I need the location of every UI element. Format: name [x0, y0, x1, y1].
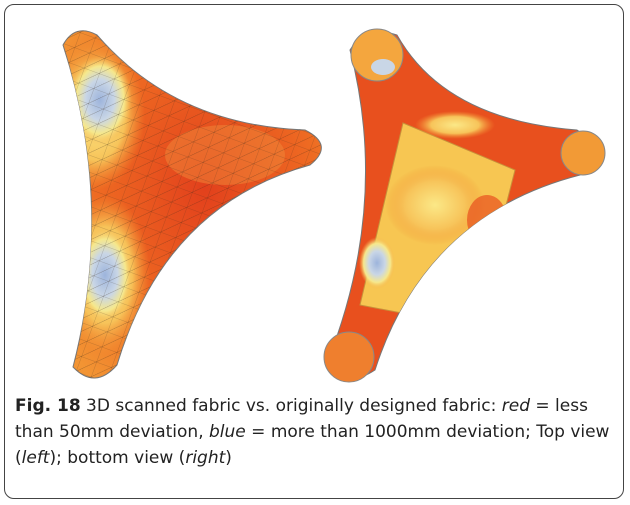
- top-view: [5, 5, 335, 390]
- figure: Fig. 18 3D scanned fabric vs. originally…: [4, 4, 624, 499]
- figure-images: [5, 5, 624, 390]
- caption-text: red: [502, 396, 530, 416]
- caption-text: ): [225, 448, 232, 468]
- bottom-view: [324, 29, 605, 382]
- caption: Fig. 18 3D scanned fabric vs. originally…: [15, 393, 613, 471]
- figure-label: Fig. 18: [15, 396, 81, 416]
- caption-text: ); bottom view (: [49, 448, 185, 468]
- caption-text: right: [185, 448, 225, 468]
- caption-text: blue: [209, 422, 246, 442]
- caption-text: left: [22, 448, 50, 468]
- caption-text: 3D scanned fabric vs. originally designe…: [81, 396, 502, 416]
